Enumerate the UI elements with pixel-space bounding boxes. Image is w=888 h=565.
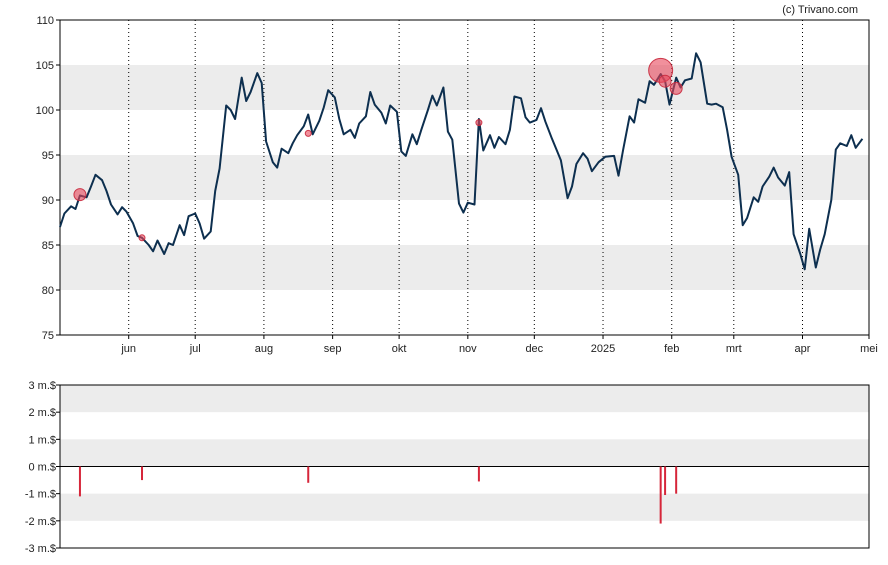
price-x-tick-label: mei [860, 343, 878, 355]
price-grid-band [60, 245, 869, 290]
insider-volume-panel: 3 m.$ 2 m.$ 1 m.$ 0 m.$ -1 m.$ -2 m.$ -3 m.$ [25, 380, 870, 555]
price-y-tick-label: 75 [42, 330, 54, 342]
volume-y-tick-label: -3 m.$ [25, 543, 56, 555]
insider-volume-bar [307, 466, 310, 483]
insider-volume-bar [675, 466, 678, 494]
price-x-tick-label: aug [255, 343, 273, 355]
insider-trade-marker [73, 188, 87, 202]
price-y-tick-label: 80 [42, 285, 54, 297]
price-y-tick-label: 105 [36, 60, 54, 72]
insider-volume-bar [664, 466, 667, 496]
price-y-tick-label: 110 [36, 15, 54, 27]
price-grid-band [60, 155, 869, 200]
price-x-tick-label: 2025 [591, 343, 615, 355]
insider-volume-bar [78, 466, 81, 497]
price-x-tick-label: feb [664, 343, 679, 355]
insider-trade-marker [658, 74, 672, 88]
insider-trade-marker [138, 234, 146, 242]
volume-y-tick-label: -2 m.$ [25, 516, 56, 528]
price-x-tick-label: mrt [726, 343, 742, 355]
volume-grid-band [60, 493, 869, 521]
insider-volume-bar [659, 466, 662, 524]
volume-y-tick-label: -1 m.$ [25, 489, 56, 501]
price-grid-band [60, 65, 869, 110]
volume-y-tick-label: 3 m.$ [28, 380, 56, 392]
price-x-tick-label: apr [795, 343, 811, 355]
price-panel: jun jul aug sep okt nov dec 2025 feb mrt apr mei 75 8… [36, 15, 878, 355]
price-x-tick-label: sep [324, 343, 342, 355]
price-line [59, 52, 864, 271]
volume-y-tick-label: 2 m.$ [28, 407, 56, 419]
volume-y-tick-label: 0 m.$ [28, 462, 56, 474]
price-x-tick-label: nov [459, 343, 477, 355]
volume-grid-band [60, 385, 869, 413]
price-y-tick-label: 85 [42, 240, 54, 252]
volume-y-tick-label: 1 m.$ [28, 434, 56, 446]
insider-volume-bar [477, 466, 480, 482]
insider-trade-marker [475, 119, 483, 127]
volume-grid-band [60, 439, 869, 467]
insider-trade-marker [304, 129, 312, 137]
price-x-tick-label: jul [189, 343, 201, 355]
price-plot-frame [59, 19, 870, 336]
price-x-tick-label: dec [525, 343, 543, 355]
price-y-tick-label: 90 [42, 195, 54, 207]
price-y-tick-label: 95 [42, 150, 54, 162]
price-x-tick-label: jun [120, 343, 136, 355]
price-x-tick-label: okt [392, 343, 407, 355]
credit-label: (c) Trivano.com [782, 4, 858, 16]
price-y-tick-label: 100 [36, 105, 54, 117]
insider-trade-marker [669, 81, 683, 95]
insider-volume-bar [141, 466, 144, 481]
volume-plot-frame [59, 384, 870, 549]
